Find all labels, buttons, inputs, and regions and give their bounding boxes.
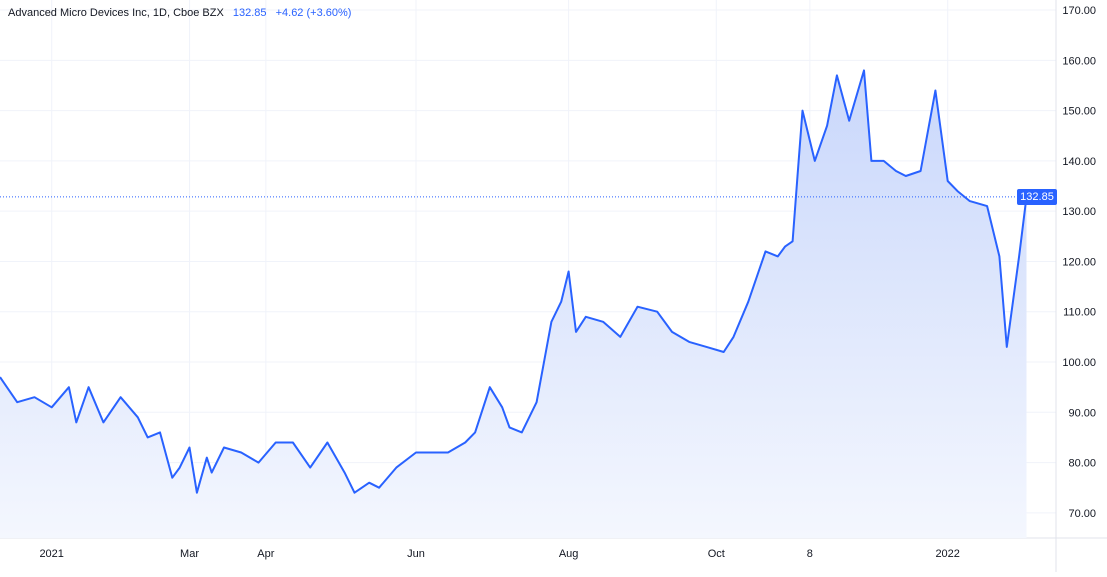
x-tick-label: 2021 (39, 548, 63, 560)
y-tick-label: 110.00 (1063, 307, 1096, 319)
x-tick-label: 8 (807, 548, 813, 560)
y-tick-label: 170.00 (1062, 5, 1096, 17)
y-tick-label: 90.00 (1068, 407, 1096, 419)
symbol-label: Advanced Micro Devices Inc, 1D, Cboe BZX (8, 7, 224, 19)
x-tick-label: Oct (708, 548, 725, 560)
y-tick-label: 100.00 (1062, 357, 1096, 369)
x-tick-label: Jun (407, 548, 425, 560)
series-line (0, 69, 1028, 494)
x-tick-label: 2022 (935, 548, 959, 560)
last-price: 132.85 (232, 7, 267, 19)
y-tick-label: 140.00 (1062, 156, 1096, 168)
x-tick-label: Aug (559, 548, 579, 560)
chart-legend: Advanced Micro Devices Inc, 1D, Cboe BZX… (8, 7, 357, 19)
y-tick-label: 70.00 (1068, 508, 1096, 520)
last-price-tag: 132.85 (1017, 188, 1057, 205)
y-tick-label: 130.00 (1062, 206, 1096, 218)
y-tick-label: 80.00 (1068, 458, 1096, 470)
y-tick-label: 120.00 (1062, 256, 1096, 268)
y-tick-label: 160.00 (1062, 55, 1096, 67)
x-tick-label: Apr (257, 548, 274, 560)
series-area (0, 70, 1027, 539)
price-change: +4.62 (+3.60%) (275, 7, 352, 19)
x-tick-label: Mar (180, 548, 199, 560)
y-tick-label: 150.00 (1062, 106, 1096, 118)
